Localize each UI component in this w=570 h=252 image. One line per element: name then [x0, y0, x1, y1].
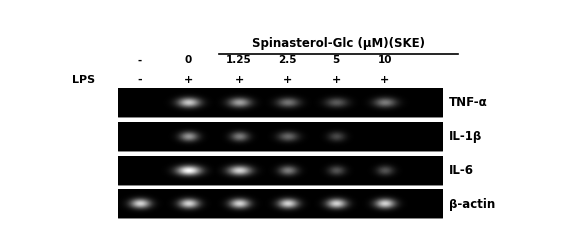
Bar	[117, 122, 442, 150]
Text: 2.5: 2.5	[279, 55, 297, 65]
Text: 10: 10	[378, 55, 392, 65]
Text: TNF-α: TNF-α	[449, 96, 488, 109]
Text: 1.25: 1.25	[226, 55, 252, 65]
Text: +: +	[184, 75, 193, 85]
Text: IL-1β: IL-1β	[449, 130, 482, 143]
Text: LPS: LPS	[72, 75, 96, 85]
Text: β-actin: β-actin	[449, 198, 495, 211]
Text: +: +	[380, 75, 389, 85]
Text: IL-6: IL-6	[449, 164, 474, 177]
Bar	[117, 156, 442, 184]
Text: +: +	[234, 75, 244, 85]
Text: +: +	[332, 75, 341, 85]
Bar	[117, 190, 442, 218]
Bar	[117, 88, 442, 117]
Text: +: +	[283, 75, 292, 85]
Text: 5: 5	[333, 55, 340, 65]
Text: -: -	[137, 55, 142, 65]
Text: 0: 0	[185, 55, 192, 65]
Text: Spinasterol-Glc (μM)(SKE): Spinasterol-Glc (μM)(SKE)	[252, 37, 425, 50]
Text: -: -	[137, 75, 142, 85]
